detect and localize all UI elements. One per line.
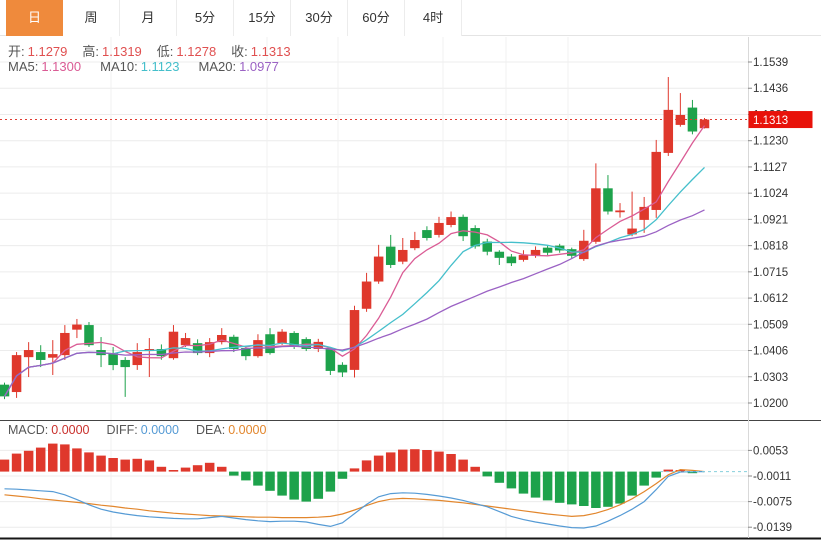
timeframe-tab-日[interactable]: 日 xyxy=(6,0,63,36)
ma5-line xyxy=(3,125,706,397)
svg-text:1.0921: 1.0921 xyxy=(753,214,788,226)
dea-line xyxy=(4,468,705,519)
timeframe-tab-周[interactable]: 周 xyxy=(63,0,120,36)
current-price-badge: 1.1313 xyxy=(748,111,813,129)
diff-line xyxy=(4,471,705,529)
svg-text:1.0200: 1.0200 xyxy=(753,398,788,410)
svg-text:1.0715: 1.0715 xyxy=(753,267,788,279)
candles-layer xyxy=(0,77,710,400)
svg-text:1.0509: 1.0509 xyxy=(753,319,788,331)
svg-text:1.1230: 1.1230 xyxy=(753,136,788,148)
svg-text:0.0053: 0.0053 xyxy=(753,445,788,457)
svg-text:-0.0075: -0.0075 xyxy=(753,497,792,509)
timeframe-tabbar: 日周月 5分 15分 30分 60分 4时 xyxy=(0,0,821,36)
svg-text:1.1313: 1.1313 xyxy=(753,115,788,127)
timeframe-tab-15分[interactable]: 15分 xyxy=(234,0,291,36)
svg-text:-0.0139: -0.0139 xyxy=(753,522,792,534)
svg-text:-0.0011: -0.0011 xyxy=(753,471,791,483)
svg-text:1.0303: 1.0303 xyxy=(753,372,788,384)
svg-text:1.1539: 1.1539 xyxy=(753,57,788,69)
timeframe-tab-60分[interactable]: 60分 xyxy=(348,0,405,36)
svg-text:1.0612: 1.0612 xyxy=(753,293,788,305)
svg-text:1.1436: 1.1436 xyxy=(753,83,788,95)
svg-text:1.0818: 1.0818 xyxy=(753,241,788,253)
svg-text:1.1127: 1.1127 xyxy=(753,162,787,174)
svg-text:1.0406: 1.0406 xyxy=(753,346,788,358)
ma20-line xyxy=(3,209,705,397)
timeframe-tab-30分[interactable]: 30分 xyxy=(291,0,348,36)
macd-histogram xyxy=(0,443,698,508)
macd-axis-labels: 0.0053 -0.0011 -0.0075 -0.0139 xyxy=(748,445,792,534)
timeframe-tab-5分[interactable]: 5分 xyxy=(177,0,234,36)
price-axis-labels: 1.15391.14361.13331.12301.11271.10241.09… xyxy=(748,57,789,410)
timeframe-tab-4时[interactable]: 4时 xyxy=(405,0,462,36)
svg-text:1.1024: 1.1024 xyxy=(753,188,789,200)
timeframe-tab-月[interactable]: 月 xyxy=(120,0,177,36)
